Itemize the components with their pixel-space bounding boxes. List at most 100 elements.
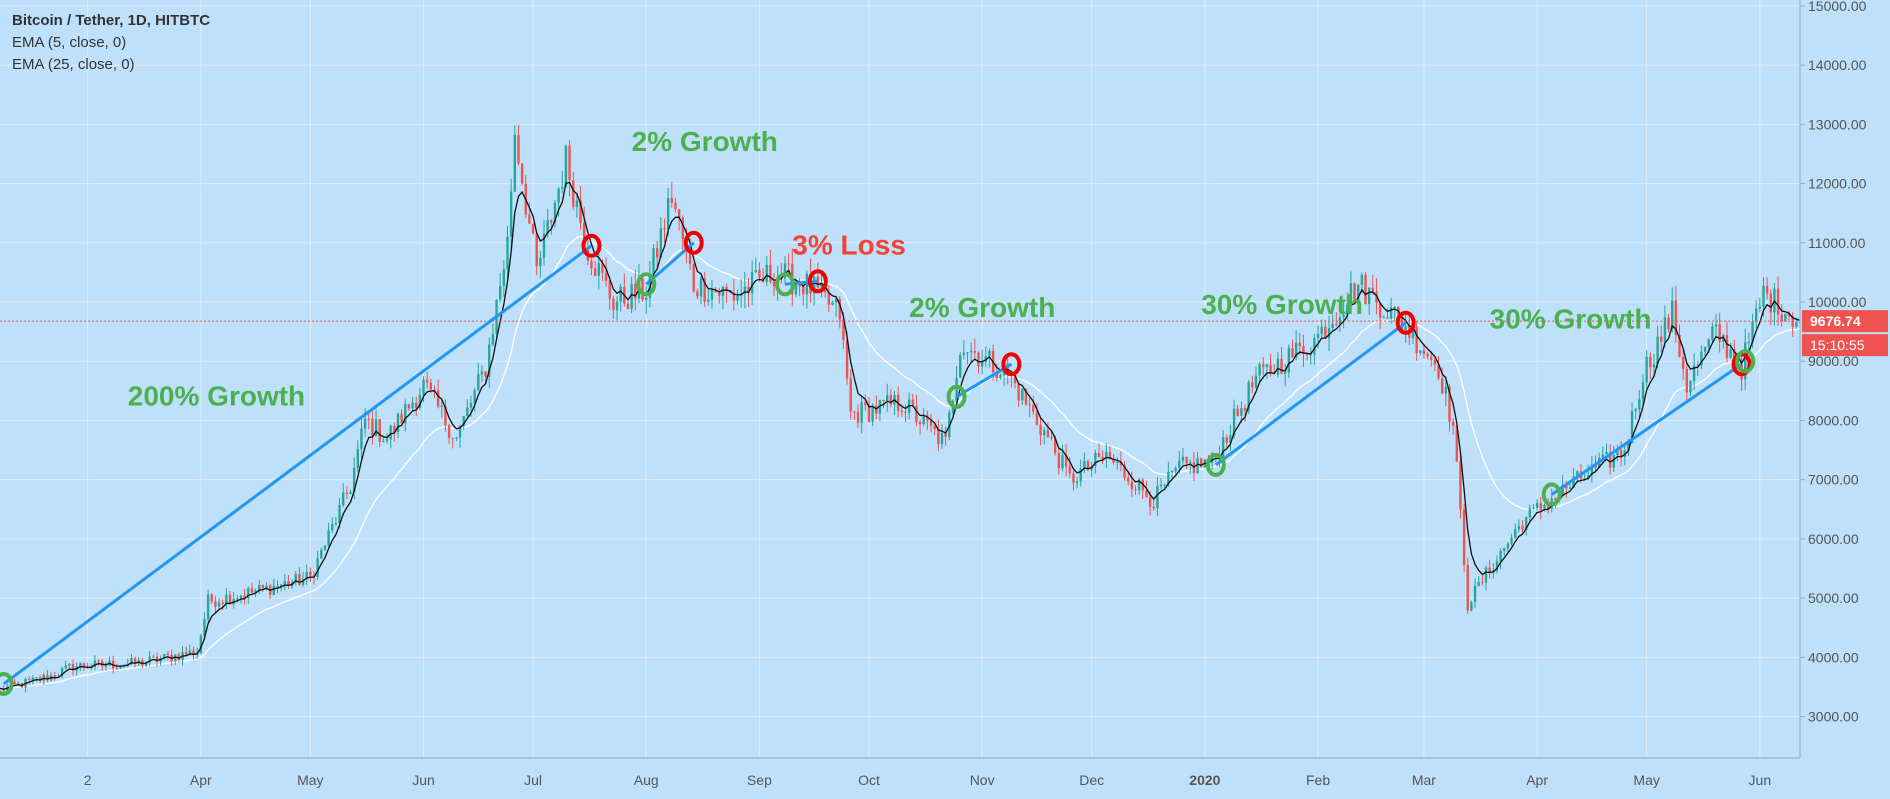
price-badge: 9676.74 15:10:55 bbox=[1802, 310, 1888, 357]
indicator-ema-5[interactable]: EMA (5, close, 0) bbox=[12, 34, 127, 51]
candle-body bbox=[287, 581, 290, 587]
candle-body bbox=[1725, 335, 1729, 358]
candle-body bbox=[1232, 408, 1236, 436]
candle-body bbox=[922, 414, 925, 425]
time-tick-label: Dec bbox=[1079, 772, 1104, 788]
candle-body bbox=[845, 339, 849, 379]
candle-body bbox=[955, 377, 958, 401]
candle-body bbox=[444, 405, 447, 426]
candle-body bbox=[82, 663, 86, 668]
candle-body bbox=[1338, 317, 1342, 325]
candle-body bbox=[1309, 354, 1312, 356]
candle-body bbox=[1656, 336, 1659, 365]
candle-body bbox=[1028, 404, 1031, 406]
candle-body bbox=[192, 650, 195, 656]
symbol-title[interactable]: Bitcoin / Tether, 1D, HITBTC bbox=[12, 12, 211, 29]
candle-body bbox=[1517, 525, 1521, 530]
candle-body bbox=[915, 405, 918, 423]
candle-body bbox=[973, 350, 977, 353]
candle-body bbox=[491, 333, 495, 345]
candle-body bbox=[1576, 471, 1579, 477]
candle-body bbox=[900, 410, 904, 412]
candle-body bbox=[1590, 464, 1594, 476]
candle-body bbox=[553, 202, 557, 223]
price-tick-label: 9000.00 bbox=[1808, 353, 1859, 369]
candle-body bbox=[155, 656, 159, 662]
candle-body bbox=[1744, 342, 1747, 380]
candle-body bbox=[371, 418, 374, 437]
candle-body bbox=[1353, 283, 1356, 301]
candle-body bbox=[217, 602, 221, 607]
trade-markers bbox=[0, 230, 1756, 696]
candle-body bbox=[1645, 356, 1648, 383]
candle-body bbox=[294, 573, 297, 583]
candle-body bbox=[827, 292, 830, 305]
exit-marker bbox=[807, 269, 828, 294]
candle-body bbox=[849, 378, 852, 412]
candle-body bbox=[1462, 509, 1466, 565]
candle-body bbox=[1437, 364, 1440, 379]
candle-body bbox=[455, 437, 458, 439]
candle-body bbox=[1554, 498, 1557, 501]
candle-body bbox=[1572, 476, 1575, 488]
annotation-label: 30% Growth bbox=[1201, 289, 1363, 320]
candle-body bbox=[1510, 537, 1513, 544]
candle-body bbox=[1780, 314, 1783, 322]
candle-body bbox=[995, 372, 998, 379]
candle-body bbox=[1349, 283, 1353, 305]
annotation-label: 2% Growth bbox=[909, 292, 1055, 323]
candle-body bbox=[699, 278, 703, 297]
candle-body bbox=[1561, 484, 1564, 495]
candle-body bbox=[645, 297, 648, 300]
price-tick-label: 15000.00 bbox=[1808, 0, 1867, 14]
candle-body bbox=[1123, 465, 1126, 478]
candle-body bbox=[1053, 437, 1057, 453]
time-axis[interactable]: 2 Apr May Jun Jul Aug Sep Oct Nov Dec 2020 Feb Mar Ap… bbox=[0, 757, 1800, 788]
candle-body bbox=[1583, 478, 1586, 480]
candle-body bbox=[1061, 454, 1064, 469]
candle-body bbox=[283, 581, 286, 585]
candle-body bbox=[1039, 424, 1042, 436]
candle-body bbox=[604, 272, 608, 281]
price-badge-value: 9676.74 bbox=[1810, 313, 1861, 329]
candle-body bbox=[1455, 425, 1458, 462]
candle-body bbox=[1145, 490, 1148, 498]
candle-body bbox=[1262, 364, 1265, 367]
price-axis[interactable]: 3000.00 4000.00 5000.00 6000.00 7000.00 8000.… bbox=[1799, 0, 1890, 799]
candle-body bbox=[1167, 471, 1170, 485]
candle-body bbox=[1378, 302, 1382, 318]
candle-body bbox=[718, 291, 721, 296]
candle-body bbox=[1335, 323, 1338, 325]
time-tick-label: Sep bbox=[747, 772, 772, 788]
candle-body bbox=[1703, 347, 1707, 352]
candle-body bbox=[831, 302, 834, 305]
candle-body bbox=[1083, 461, 1086, 469]
countdown-badge-value: 15:10:55 bbox=[1810, 337, 1865, 353]
candle-body bbox=[236, 598, 239, 600]
candle-body bbox=[188, 650, 192, 655]
candle-body bbox=[13, 681, 16, 685]
price-tick-label: 12000.00 bbox=[1808, 176, 1867, 192]
candle-body bbox=[1459, 461, 1462, 510]
chart-legend: Bitcoin / Tether, 1D, HITBTC EMA (5, clo… bbox=[12, 10, 210, 76]
candle-body bbox=[557, 188, 560, 203]
price-badge-box bbox=[1802, 310, 1888, 333]
candle-body bbox=[1265, 364, 1269, 367]
price-tick-label: 4000.00 bbox=[1808, 649, 1859, 665]
candle-body bbox=[31, 677, 35, 680]
candle-body bbox=[769, 264, 772, 282]
candle-body bbox=[185, 652, 188, 655]
candle-body bbox=[531, 223, 535, 234]
candle-body bbox=[1280, 358, 1283, 374]
candle-body bbox=[772, 281, 776, 287]
price-tick-label: 14000.00 bbox=[1808, 57, 1867, 73]
indicator-ema-25[interactable]: EMA (25, close, 0) bbox=[12, 56, 135, 73]
price-tick-label: 7000.00 bbox=[1808, 472, 1859, 488]
candle-body bbox=[1426, 353, 1429, 357]
time-tick-label: Nov bbox=[970, 772, 995, 788]
candle-body bbox=[46, 674, 49, 681]
candle-body bbox=[411, 402, 414, 409]
candle-body bbox=[666, 198, 670, 230]
candle-body bbox=[28, 678, 31, 680]
